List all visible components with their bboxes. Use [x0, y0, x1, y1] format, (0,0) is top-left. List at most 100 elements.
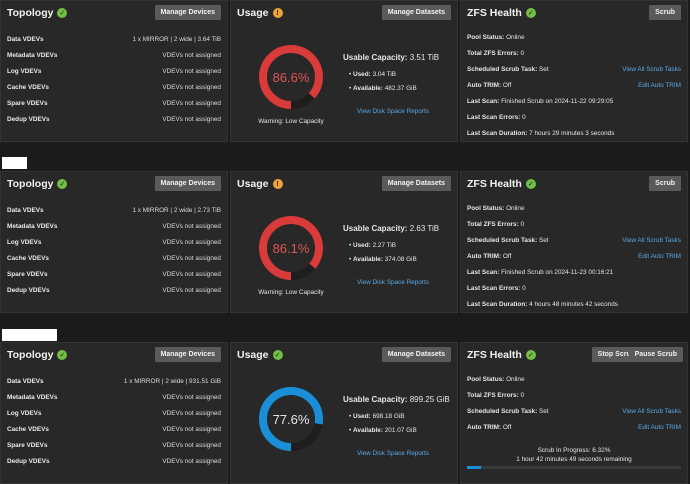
vdev-value: VDEVs not assigned — [162, 238, 221, 246]
zfs-health-title: ZFS Health ✓ — [467, 178, 536, 190]
topology-title: Topology ✓ — [7, 178, 68, 190]
vdev-type-label: Data VDEVs — [7, 35, 44, 43]
usage-card: Usage ! Manage Datasets 86.1% Warning: L… — [230, 171, 458, 313]
topology-row: Log VDEVs VDEVs not assigned — [7, 66, 221, 76]
vdev-value: VDEVs not assigned — [162, 457, 221, 465]
vdev-type-label: Log VDEVs — [7, 409, 42, 417]
disk-space-reports-link[interactable]: View Disk Space Reports — [357, 279, 429, 286]
pause-scrub-button[interactable]: Pause Scrub — [628, 347, 683, 362]
manage-datasets-button[interactable]: Manage Datasets — [381, 347, 451, 362]
vdev-type-label: Spare VDEVs — [7, 441, 48, 449]
manage-devices-button[interactable]: Manage Devices — [154, 176, 221, 191]
vdev-type-label: Dedup VDEVs — [7, 457, 50, 465]
scrub-button[interactable]: Scrub — [649, 5, 681, 20]
vdev-value: VDEVs not assigned — [162, 51, 221, 59]
vdev-type-label: Metadata VDEVs — [7, 222, 58, 230]
vdev-value: VDEVs not assigned — [162, 115, 221, 123]
zfs-status-line: Pool Status: Online — [467, 376, 525, 383]
scrub-progress-bar — [467, 466, 681, 469]
zfs-status-line: Pool Status: Online — [467, 205, 525, 212]
check-circle-icon: ✓ — [57, 350, 68, 360]
usable-capacity: Usable Capacity: 899.25 GiB — [343, 395, 450, 404]
vdev-type-label: Metadata VDEVs — [7, 393, 58, 401]
manage-datasets-button[interactable]: Manage Datasets — [381, 176, 451, 191]
used-space: • Used: 698.18 GiB — [349, 413, 405, 420]
topology-row: Cache VDEVs VDEVs not assigned — [7, 424, 221, 434]
available-space: • Available: 374.08 GiB — [349, 256, 417, 263]
vdev-value: 1 x MIRROR | 2 wide | 3.64 TiB — [132, 35, 221, 43]
topology-card: Topology ✓ Manage Devices Data VDEVs 1 x… — [0, 342, 228, 484]
used-space: • Used: 2.27 TiB — [349, 242, 397, 249]
vdev-type-label: Data VDEVs — [7, 206, 44, 214]
available-space: • Available: 201.07 GiB — [349, 427, 417, 434]
topology-row: Spare VDEVs VDEVs not assigned — [7, 98, 221, 108]
warning-icon: ! — [272, 179, 283, 189]
zfs-status-line: Scheduled Scrub Task: Set — [467, 408, 549, 415]
topology-row: Dedup VDEVs VDEVs not assigned — [7, 114, 221, 124]
used-space: • Used: 3.04 TiB — [349, 71, 397, 78]
vdev-type-label: Log VDEVs — [7, 238, 42, 246]
gauge-fill — [259, 216, 323, 280]
usage-card: Usage ! Manage Datasets 86.6% Warning: L… — [230, 0, 458, 142]
vdev-value: VDEVs not assigned — [162, 99, 221, 107]
scrub-remaining-text: 1 hour 42 minutes 49 seconds remaining — [516, 456, 632, 463]
edit-auto-trim-link[interactable]: Edit Auto TRIM — [638, 253, 681, 260]
topology-row: Spare VDEVs VDEVs not assigned — [7, 440, 221, 450]
usage-gauge — [259, 216, 323, 280]
vdev-type-label: Log VDEVs — [7, 67, 42, 75]
vdev-value: 1 x MIRROR | 2 wide | 2.73 TiB — [132, 206, 221, 214]
check-circle-icon: ✓ — [272, 350, 283, 360]
view-scrub-tasks-link[interactable]: View All Scrub Tasks — [622, 237, 681, 244]
disk-space-reports-link[interactable]: View Disk Space Reports — [357, 108, 429, 115]
topology-row: Dedup VDEVs VDEVs not assigned — [7, 285, 221, 295]
zfs-status-line: Last Scan: Finished Scrub on 2024-11-23 … — [467, 269, 614, 276]
vdev-type-label: Spare VDEVs — [7, 270, 48, 278]
zfs-health-card: ZFS Health ✓ Stop Scrub Pause Scrub Pool… — [460, 342, 688, 484]
low-capacity-warning: Warning: Low Capacity — [258, 118, 324, 125]
edit-auto-trim-link[interactable]: Edit Auto TRIM — [638, 424, 681, 431]
usage-card: Usage ✓ Manage Datasets 77.6% Usable Cap… — [230, 342, 458, 484]
zfs-status-line: Last Scan Duration: 4 hours 48 minutes 4… — [467, 301, 618, 308]
manage-devices-button[interactable]: Manage Devices — [154, 347, 221, 362]
topology-row: Data VDEVs 1 x MIRROR | 2 wide | 2.73 Ti… — [7, 205, 221, 215]
zfs-health-card: ZFS Health ✓ Scrub Pool Status: Online T… — [460, 171, 688, 313]
topology-row: Cache VDEVs VDEVs not assigned — [7, 253, 221, 263]
gauge-fill — [259, 387, 323, 451]
topology-row: Metadata VDEVs VDEVs not assigned — [7, 392, 221, 402]
vdev-value: VDEVs not assigned — [162, 83, 221, 91]
topology-card: Topology ✓ Manage Devices Data VDEVs 1 x… — [0, 171, 228, 313]
vdev-value: VDEVs not assigned — [162, 67, 221, 75]
usage-title: Usage ! — [237, 178, 283, 190]
warning-icon: ! — [272, 8, 283, 18]
edit-auto-trim-link[interactable]: Edit Auto TRIM — [638, 82, 681, 89]
topology-row: Log VDEVs VDEVs not assigned — [7, 408, 221, 418]
topology-title: Topology ✓ — [7, 7, 68, 19]
manage-datasets-button[interactable]: Manage Datasets — [381, 5, 451, 20]
disk-space-reports-link[interactable]: View Disk Space Reports — [357, 450, 429, 457]
view-scrub-tasks-link[interactable]: View All Scrub Tasks — [622, 408, 681, 415]
zfs-status-line: Last Scan: Finished Scrub on 2024-11-22 … — [467, 98, 614, 105]
zfs-health-title: ZFS Health ✓ — [467, 7, 536, 19]
topology-row: Dedup VDEVs VDEVs not assigned — [7, 456, 221, 466]
zfs-status-line: Last Scan Errors: 0 — [467, 114, 526, 121]
usage-percent: 77.6% — [272, 411, 310, 427]
vdev-value: VDEVs not assigned — [162, 222, 221, 230]
vdev-value: VDEVs not assigned — [162, 254, 221, 262]
scrub-button[interactable]: Scrub — [649, 176, 681, 191]
topology-row: Metadata VDEVs VDEVs not assigned — [7, 50, 221, 60]
vdev-value: VDEVs not assigned — [162, 425, 221, 433]
vdev-type-label: Dedup VDEVs — [7, 115, 50, 123]
zfs-status-line: Scheduled Scrub Task: Set — [467, 237, 549, 244]
topology-row: Cache VDEVs VDEVs not assigned — [7, 82, 221, 92]
view-scrub-tasks-link[interactable]: View All Scrub Tasks — [622, 66, 681, 73]
zfs-status-line: Total ZFS Errors: 0 — [467, 50, 525, 57]
check-circle-icon: ✓ — [57, 179, 68, 189]
manage-devices-button[interactable]: Manage Devices — [154, 5, 221, 20]
zfs-health-title: ZFS Health ✓ — [467, 349, 536, 361]
vdev-value: VDEVs not assigned — [162, 270, 221, 278]
zfs-health-card: ZFS Health ✓ Scrub Pool Status: Online T… — [460, 0, 688, 142]
topology-title: Topology ✓ — [7, 349, 68, 361]
check-circle-icon: ✓ — [525, 350, 536, 360]
zfs-status-line: Total ZFS Errors: 0 — [467, 221, 525, 228]
vdev-value: 1 x MIRROR | 2 wide | 931.51 GiB — [123, 377, 221, 385]
